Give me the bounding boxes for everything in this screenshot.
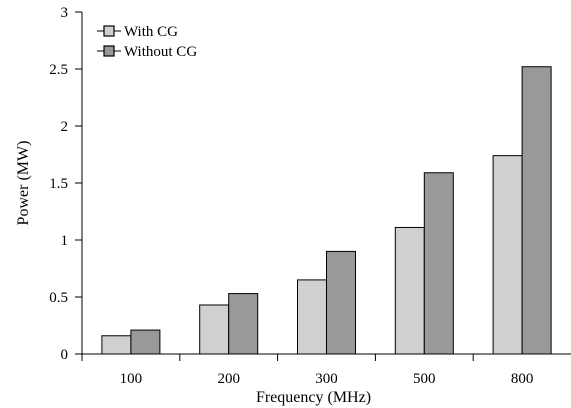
legend: With CG Without CG xyxy=(97,24,197,60)
y-tick-label: 1 xyxy=(61,233,69,249)
y-tick-label: 1.5 xyxy=(49,176,68,192)
bar-without-cg-100 xyxy=(130,329,161,355)
y-tick-label: 0.5 xyxy=(49,290,68,306)
x-tick-label: 800 xyxy=(511,371,534,387)
bars-group xyxy=(101,66,552,355)
bar-with-cg-800 xyxy=(492,155,523,355)
x-axis-title: Frequency (MHz) xyxy=(256,389,371,406)
y-axis-title: Power (MW) xyxy=(15,141,32,226)
bar-with-cg-200 xyxy=(199,304,230,355)
x-tick-label: 200 xyxy=(217,371,240,387)
bar-without-cg-800 xyxy=(521,66,552,355)
bar-with-cg-300 xyxy=(297,279,327,355)
y-tick-label: 2.5 xyxy=(49,62,68,78)
y-ticks-group: 0 0.5 1 1.5 2 2.5 3 xyxy=(49,5,68,363)
x-ticks-group: 100 200 300 500 800 xyxy=(120,371,534,387)
legend-swatch-with-cg xyxy=(103,25,115,37)
y-tick-label: 3 xyxy=(61,5,69,21)
legend-label: Without CG xyxy=(124,44,197,60)
y-tick-label: 2 xyxy=(61,119,69,135)
bar-without-cg-500 xyxy=(423,172,454,355)
x-tick-label: 300 xyxy=(315,371,338,387)
bar-with-cg-500 xyxy=(394,226,425,355)
axes-group xyxy=(75,11,571,361)
legend-label: With CG xyxy=(124,24,178,40)
y-tick-label: 0 xyxy=(61,347,69,363)
bar-without-cg-300 xyxy=(326,250,356,355)
x-tick-label: 100 xyxy=(120,371,143,387)
bar-with-cg-100 xyxy=(101,335,132,355)
legend-swatch-without-cg xyxy=(103,45,115,57)
x-tick-label: 500 xyxy=(413,371,436,387)
bar-without-cg-200 xyxy=(228,293,259,355)
